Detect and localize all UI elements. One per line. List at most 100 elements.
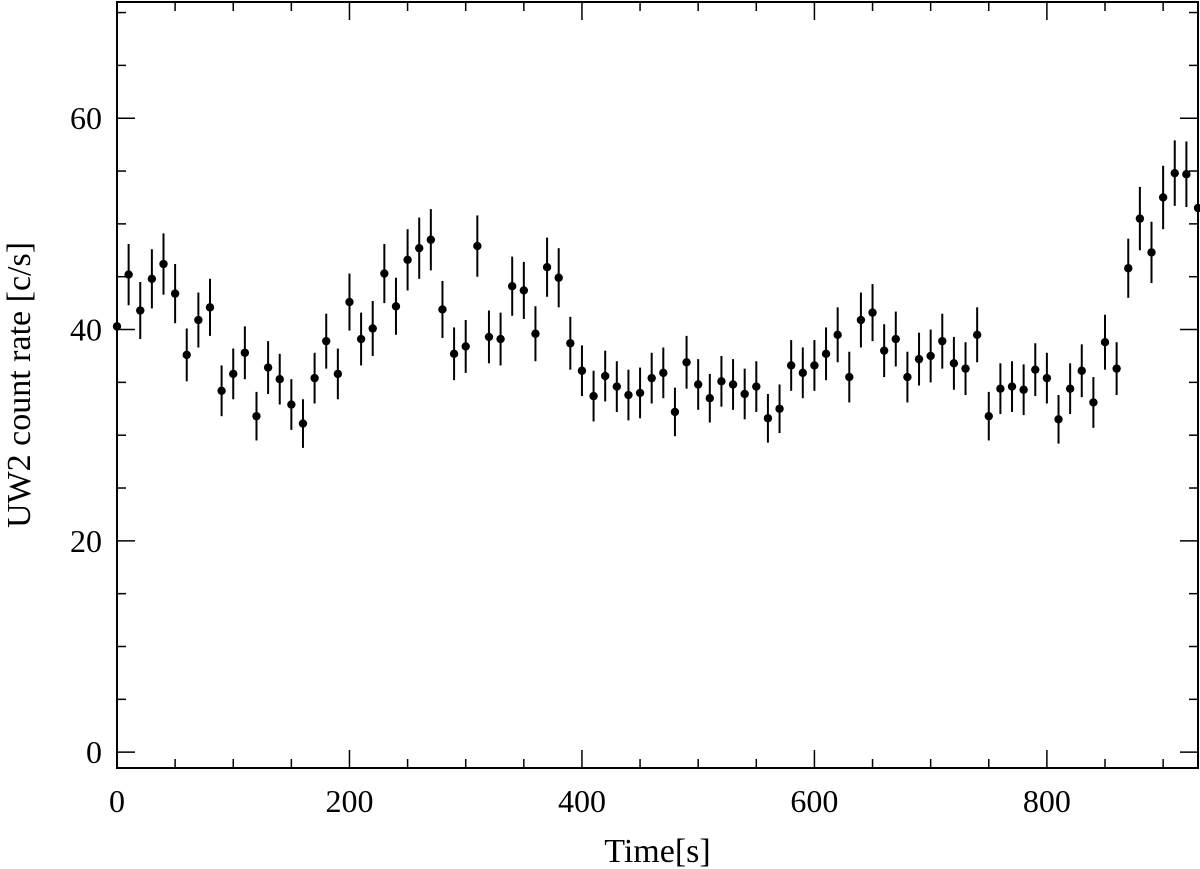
data-point [1147, 248, 1156, 257]
x-tick-label: 800 [1023, 783, 1071, 819]
data-point [252, 411, 261, 421]
data-point [124, 270, 133, 279]
data-point [1007, 382, 1017, 391]
x-tick-label: 0 [109, 783, 125, 819]
data-point [415, 243, 424, 253]
data-point [821, 349, 831, 359]
data-point [322, 336, 331, 346]
data-point [217, 386, 226, 396]
data-point [461, 342, 470, 351]
y-axis-title: UW2 count rate [c/s] [1, 242, 38, 528]
data-point [229, 369, 238, 379]
data-point [240, 348, 250, 357]
data-point [403, 255, 412, 264]
data-point [380, 269, 389, 278]
data-point [612, 382, 622, 391]
data-point [194, 315, 203, 325]
data-point [670, 407, 680, 417]
data-point [1077, 366, 1086, 375]
data-point [1019, 385, 1028, 394]
data-point [833, 330, 842, 340]
data-point [1124, 264, 1133, 273]
data-point [728, 380, 738, 389]
data-point [205, 303, 215, 312]
data-point [1112, 364, 1121, 373]
data-point [484, 332, 494, 342]
data-point [438, 305, 447, 314]
data-point [717, 377, 726, 386]
data-point [519, 286, 529, 295]
data-point [368, 324, 377, 333]
data-point [798, 368, 807, 378]
data-point [589, 391, 598, 401]
data-point [868, 308, 877, 317]
x-axis-title: Time[s] [604, 833, 710, 869]
data-point [600, 371, 610, 381]
data-point [879, 346, 889, 355]
data-point [566, 339, 575, 348]
data-point [972, 330, 982, 340]
data-point [682, 358, 691, 367]
data-point [182, 350, 191, 360]
data-point [542, 262, 552, 272]
tick-labels: 0 200 400 600 800 0 20 40 60 [70, 100, 1071, 819]
x-tick-label: 600 [790, 783, 838, 819]
data-point [647, 373, 656, 383]
data-point [961, 364, 970, 373]
data-point [159, 259, 168, 269]
data-point [287, 400, 296, 409]
data-points [112, 140, 1200, 448]
data-point [1182, 170, 1191, 179]
data-point [996, 384, 1005, 393]
data-point [1089, 398, 1098, 407]
data-point [624, 390, 633, 400]
data-point [984, 411, 993, 421]
data-point [449, 349, 459, 359]
data-point [577, 366, 587, 375]
data-point [856, 315, 866, 325]
data-point [391, 302, 401, 311]
data-point [938, 336, 947, 346]
data-point [310, 373, 319, 383]
data-point [659, 368, 668, 378]
data-point [496, 334, 505, 344]
data-point [345, 297, 354, 307]
data-point [333, 369, 343, 379]
data-point [508, 282, 517, 291]
data-point [740, 389, 749, 399]
data-point [170, 289, 180, 298]
y-tick-label: 20 [70, 523, 102, 559]
data-point [914, 354, 924, 364]
data-point [693, 380, 703, 389]
data-point [1193, 203, 1200, 213]
plot-frame [116, 1, 1199, 769]
data-point [356, 334, 366, 344]
data-point [635, 388, 645, 398]
data-point [1158, 193, 1168, 202]
y-tick-label: 40 [70, 312, 102, 348]
data-point [763, 414, 773, 423]
data-point [1065, 384, 1075, 393]
axis-ticks [116, 2, 1198, 768]
data-point [949, 359, 959, 368]
data-point [147, 274, 157, 284]
data-point [1054, 415, 1063, 424]
data-point [1135, 214, 1145, 223]
data-point [845, 372, 854, 382]
data-point [810, 361, 819, 370]
data-point [926, 351, 935, 361]
data-point [275, 374, 284, 384]
y-tick-label: 60 [70, 100, 102, 136]
x-tick-label: 400 [558, 783, 606, 819]
y-tick-label: 0 [86, 734, 102, 770]
data-point [752, 382, 761, 391]
data-point [1100, 338, 1110, 347]
data-point [903, 372, 912, 382]
data-point [426, 235, 436, 244]
data-point [554, 273, 563, 282]
data-point [1042, 373, 1052, 383]
data-point [136, 306, 145, 315]
data-point [786, 361, 796, 370]
data-point [473, 241, 482, 251]
